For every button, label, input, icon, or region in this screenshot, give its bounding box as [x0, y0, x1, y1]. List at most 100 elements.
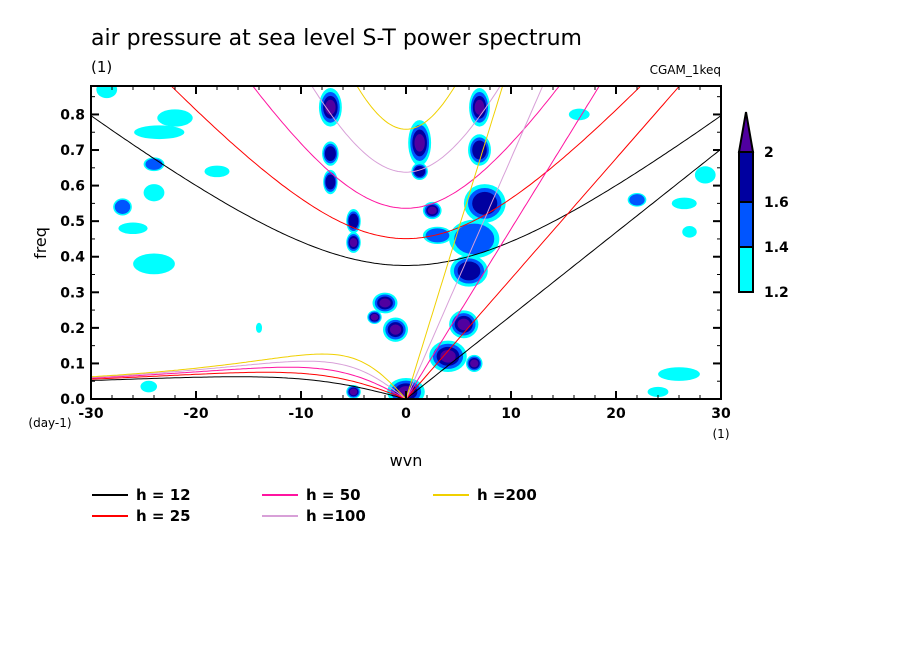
chart-subtitle-left: (1): [91, 58, 112, 76]
contour-region: [133, 253, 175, 275]
contour-fill: [133, 253, 175, 275]
colorbar-label: 1.2: [764, 285, 789, 301]
er1-curve-h25: [91, 371, 407, 399]
contour-fill: [324, 146, 336, 162]
contour-region: [323, 169, 338, 195]
contour-region: [671, 197, 697, 210]
contour-fill: [414, 134, 425, 152]
y-tick-label: 0.6: [60, 179, 85, 195]
contour-region: [408, 120, 432, 166]
contour-fill: [682, 226, 697, 238]
contour-region: [318, 88, 342, 127]
contour-fill: [114, 199, 131, 214]
kelvin-curve-h25: [405, 86, 681, 399]
legend-label: h =200: [477, 486, 537, 504]
contour-fill: [140, 380, 158, 393]
contour-region: [449, 219, 500, 259]
y-tick-label: 0.4: [60, 250, 85, 266]
contour-region: [469, 88, 490, 127]
contour-region: [682, 226, 697, 238]
contour-region: [143, 157, 165, 172]
colorbar: 1.2 1.4 1.6 2: [737, 111, 789, 301]
ig1-curve-h100: [311, 86, 501, 173]
y-tick-label: 0.8: [60, 107, 85, 123]
contour-fill: [470, 359, 479, 368]
contour-fill: [255, 322, 263, 333]
contour-fill: [370, 313, 379, 321]
colorbar-label: 1.6: [764, 195, 789, 211]
contour-fill: [143, 184, 165, 202]
contour-region: [322, 141, 339, 166]
contour-fill: [325, 99, 336, 115]
contour-region: [372, 292, 398, 314]
contour-fill: [145, 158, 163, 170]
ig1-curve-h25: [170, 86, 642, 240]
contour-region: [143, 184, 165, 202]
contour-region: [449, 310, 479, 339]
er1-curve-h12: [91, 376, 407, 399]
contour-region: [429, 340, 467, 373]
y-tick-label: 0.3: [60, 285, 85, 301]
x-tick-label: 0: [401, 406, 411, 422]
contour-fill: [671, 197, 697, 210]
contour-fill: [658, 367, 700, 381]
contour-fill: [379, 298, 391, 308]
contour-region: [658, 367, 700, 381]
legend-label: h = 25: [136, 507, 191, 525]
contour-fill: [427, 206, 437, 215]
legend-label: h =100: [306, 507, 366, 525]
contour-region: [134, 125, 185, 140]
colorbar-label: 2: [764, 145, 774, 161]
y-axis-label: freq: [31, 227, 50, 259]
er1-curve-h50: [91, 366, 407, 399]
contour-fill: [454, 223, 495, 255]
contour-region: [465, 354, 483, 373]
contour-region: [113, 198, 132, 216]
contour-fill: [457, 261, 481, 281]
contour-region: [627, 192, 647, 207]
contour-fill: [474, 99, 485, 115]
contour-fill: [629, 194, 645, 206]
contour-region: [422, 226, 453, 244]
contour-fill: [157, 109, 193, 127]
x-tick-label: 10: [501, 406, 521, 422]
y-unit-label: (day-1): [28, 416, 71, 430]
contour-region: [140, 380, 158, 393]
colorbar-segment: [738, 151, 754, 203]
contour-fill: [325, 174, 336, 190]
colorbar-segment: [738, 246, 754, 293]
contour-region: [450, 255, 488, 287]
contour-fill: [349, 388, 358, 396]
er1-curve-h200: [91, 353, 407, 399]
y-tick-label: 0.0: [60, 392, 85, 408]
contour-fill: [204, 165, 230, 178]
contour-fill: [389, 324, 402, 335]
x-tick-label: -20: [183, 406, 209, 422]
y-tick-label: 0.5: [60, 214, 85, 230]
er1-curve-h100: [91, 360, 407, 399]
contour-region: [694, 166, 716, 184]
contour-fill: [568, 108, 590, 121]
kelvin-curve-h100: [405, 86, 544, 399]
contour-region: [204, 165, 230, 178]
contour-fill: [694, 166, 716, 184]
colorbar-label: 1.4: [764, 240, 789, 256]
contour-fill: [472, 191, 498, 215]
y-tick-label: 0.7: [60, 143, 85, 159]
contour-fill: [647, 386, 669, 397]
y-axis: 0.0 0.1 0.2 0.3 0.4 0.5 0.6 0.7 0.8: [60, 96, 721, 408]
legend: h = 12 h = 25 h = 50 h =100 h =200: [92, 486, 537, 525]
dispersion-curves: [91, 86, 721, 399]
contour-fill: [440, 349, 456, 363]
contour-fill: [457, 318, 471, 331]
x-axis-label: wvn: [390, 451, 423, 470]
contour-region: [468, 134, 491, 166]
contour-fill: [349, 237, 358, 248]
contour-fill: [134, 125, 185, 140]
contour-region: [118, 222, 148, 235]
contour-region: [255, 322, 263, 333]
y-tick-label: 0.2: [60, 321, 85, 337]
contour-region: [346, 385, 361, 399]
contour-fill: [96, 86, 118, 99]
